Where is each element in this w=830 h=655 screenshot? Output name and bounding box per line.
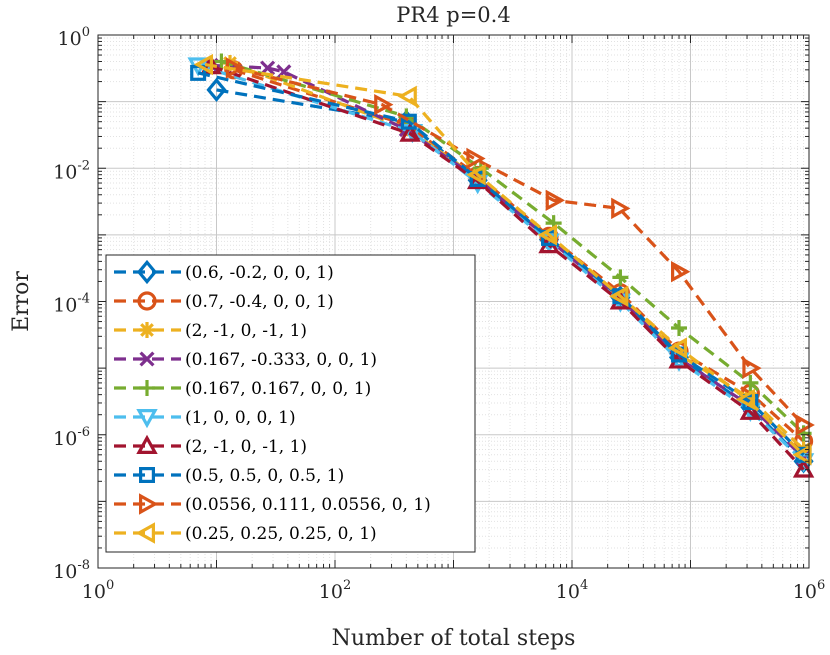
data-point (742, 357, 762, 379)
legend-marker (139, 322, 155, 338)
data-point (401, 124, 424, 144)
legend-label: (0.167, -0.333, 0, 0, 1) (185, 350, 377, 370)
series-line (204, 62, 805, 456)
legend-marker (137, 291, 157, 311)
data-point (399, 122, 421, 142)
y-tick-label: 10-8 (53, 558, 90, 583)
series-line (233, 68, 805, 443)
legend-item: (0.25, 0.25, 0.25, 0, 1) (114, 522, 377, 544)
data-point (193, 53, 214, 76)
data-point (400, 113, 417, 130)
data-point (611, 197, 631, 220)
legend-marker (138, 466, 156, 484)
legend-box (105, 254, 476, 553)
y-tick-label: 10-4 (53, 292, 90, 317)
legend-item: (0.6, -0.2, 0, 0, 1) (114, 259, 334, 285)
legend-item: (0.5, 0.5, 0, 0.5, 1) (114, 466, 344, 486)
data-point (792, 458, 815, 478)
legend-marker (136, 259, 158, 285)
legend-item: (0.167, 0.167, 0, 0, 1) (114, 379, 371, 399)
data-point (206, 77, 227, 102)
legend-marker (139, 380, 155, 396)
y-axis-label: Error (9, 271, 34, 332)
data-point (735, 388, 756, 411)
data-point (466, 163, 486, 186)
legend-item: (0.167, -0.333, 0, 0, 1) (114, 350, 377, 370)
data-point (537, 224, 558, 246)
series-line (220, 59, 805, 435)
legend-marker (136, 408, 158, 429)
data-point (374, 93, 394, 116)
legend-item: (1, 0, 0, 0, 1) (114, 408, 296, 429)
data-point (667, 337, 688, 359)
legend-item: (2, -1, 0, -1, 1) (114, 321, 307, 341)
legend-item: (0.0556, 0.111, 0.0556, 0, 1) (114, 493, 431, 515)
legend-label: (2, -1, 0, -1, 1) (185, 437, 307, 457)
data-point (397, 85, 417, 108)
legend-label: (0.6, -0.2, 0, 0, 1) (185, 263, 334, 283)
legend-label: (2, -1, 0, -1, 1) (185, 321, 307, 341)
series-10 (193, 53, 812, 466)
x-axis-label: Number of total steps (332, 626, 576, 651)
legend-marker (135, 522, 156, 544)
series-line (210, 64, 805, 471)
y-tick-label: 100 (58, 25, 90, 50)
series-line (233, 66, 805, 427)
legend-label: (0.7, -0.4, 0, 0, 1) (185, 292, 334, 312)
x-tick-label: 100 (82, 578, 114, 603)
x-tick-label: 102 (319, 578, 351, 603)
legend-marker (139, 351, 155, 367)
data-point (612, 269, 629, 286)
y-tick-label: 10-6 (53, 425, 90, 450)
series-line (197, 71, 805, 456)
legend-marker (136, 434, 158, 455)
data-point (792, 444, 812, 466)
y-tick-label: 10-2 (53, 158, 90, 183)
legend-label: (0.25, 0.25, 0.25, 0, 1) (185, 524, 377, 544)
legend-label: (0.0556, 0.111, 0.0556, 0, 1) (185, 495, 431, 515)
legend: (0.6, -0.2, 0, 0, 1) (0.7, -0.4, 0, 0, 1)… (105, 254, 476, 553)
legend-label: (0.5, 0.5, 0, 0.5, 1) (185, 466, 344, 486)
chart-title: PR4 p=0.4 (396, 3, 510, 27)
x-tick-label: 104 (556, 578, 588, 603)
data-point (609, 285, 629, 307)
data-point (545, 189, 565, 212)
data-point (795, 414, 815, 436)
legend-label: (0.167, 0.167, 0, 0, 1) (185, 379, 371, 399)
data-point (739, 400, 762, 420)
x-tick-label: 106 (793, 578, 825, 603)
data-point (671, 260, 691, 283)
legend-label: (1, 0, 0, 0, 1) (185, 408, 296, 428)
legend-item: (2, -1, 0, -1, 1) (114, 434, 307, 457)
legend-marker (138, 493, 159, 515)
data-point (671, 320, 688, 337)
legend-item: (0.7, -0.4, 0, 0, 1) (114, 291, 334, 312)
data-point (742, 374, 759, 391)
data-point (466, 147, 486, 170)
